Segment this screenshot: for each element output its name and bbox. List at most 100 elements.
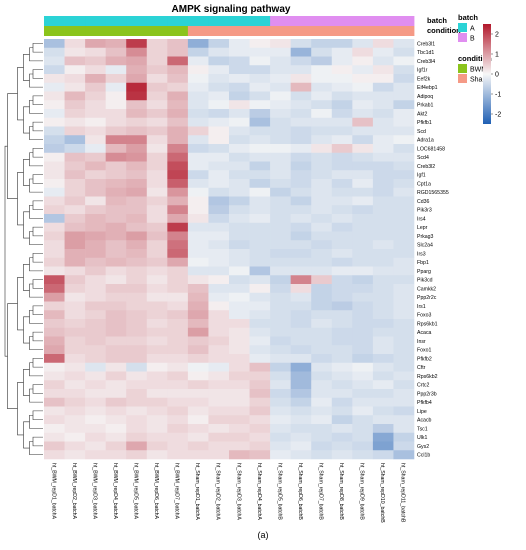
heatmap-cell [249, 117, 271, 127]
heatmap-cell [393, 100, 415, 110]
row-label: Akt2 [417, 111, 427, 117]
heatmap-cell [105, 39, 127, 49]
heatmap-cell [331, 152, 353, 162]
heatmap-cell [187, 432, 209, 442]
heatmap-cell [208, 415, 230, 425]
heatmap-cell [44, 152, 65, 162]
heatmap-cell [85, 292, 106, 302]
heatmap-cell [126, 441, 148, 451]
annotation-cell [208, 26, 230, 36]
heatmap-cell [290, 179, 312, 189]
heatmap-cell [146, 152, 168, 162]
heatmap-cell [187, 117, 209, 127]
row-label: RGD1565355 [417, 190, 449, 196]
heatmap-cell [249, 371, 271, 381]
dendrogram-branch [4, 145, 8, 357]
heatmap-cell [105, 345, 127, 355]
heatmap-cell [270, 441, 291, 451]
heatmap-cell [229, 362, 250, 372]
heatmap-cell [290, 432, 312, 442]
heatmap-cell [64, 161, 86, 171]
heatmap-cell [372, 389, 394, 399]
dendrogram-branch [29, 99, 43, 114]
annotation-cell [290, 16, 312, 26]
heatmap-cell [372, 179, 394, 189]
heatmap-cell [270, 56, 291, 66]
heatmap-cell [372, 196, 394, 206]
heatmap-cell [249, 424, 271, 434]
heatmap-cell [270, 91, 291, 101]
heatmap-cell [290, 135, 312, 145]
heatmap-cell [85, 205, 106, 215]
heatmap-cell [44, 47, 65, 57]
heatmap-cell [331, 275, 353, 285]
heatmap-cell [208, 389, 230, 399]
heatmap-cell [311, 266, 333, 276]
column-label: ht_BWM_repD2_batchA [71, 463, 77, 519]
row-label: Creb3l1 [417, 41, 435, 47]
heatmap-cell [146, 354, 168, 364]
heatmap-cell [393, 336, 415, 346]
heatmap-cell [64, 74, 86, 84]
heatmap-cell [331, 196, 353, 206]
heatmap-cell [270, 380, 291, 390]
heatmap-cell [146, 135, 168, 145]
heatmap-cell [249, 415, 271, 425]
annotation-label-condition: condition [427, 26, 461, 35]
heatmap-cell [270, 179, 291, 189]
dendrogram-branch [17, 277, 24, 331]
heatmap-cell [290, 257, 312, 267]
annotation-cell [249, 16, 271, 26]
annotation-cell [372, 16, 394, 26]
column-label: ht_Sham_repD3_batchA [235, 463, 241, 520]
heatmap-cell [105, 292, 127, 302]
dendrogram-branch [29, 283, 43, 298]
heatmap-cell [146, 126, 168, 136]
heatmap-cell [311, 415, 333, 425]
heatmap-cell [85, 432, 106, 442]
heatmap-cell [208, 292, 230, 302]
heatmap-cell [146, 301, 168, 311]
heatmap-cell [208, 310, 230, 320]
heatmap-cell [372, 144, 394, 154]
heatmap-cell [85, 336, 106, 346]
heatmap-cell [146, 240, 168, 250]
heatmap-cell [229, 389, 250, 399]
dendrogram-branch [32, 384, 43, 394]
dendrogram-branch [29, 204, 43, 219]
heatmap-cell [249, 205, 271, 215]
heatmap-cell [372, 301, 394, 311]
heatmap-cell [270, 450, 291, 460]
heatmap-cell [85, 362, 106, 372]
heatmap-cell [105, 424, 127, 434]
heatmap-cell [331, 117, 353, 127]
heatmap-cell [249, 319, 271, 329]
heatmap-cell [331, 39, 353, 49]
heatmap-cell [249, 266, 271, 276]
heatmap-cell [229, 327, 250, 337]
row-label: LOC681458 [417, 146, 445, 152]
column-label: ht_BWM_repD6_batchA [153, 463, 159, 519]
heatmap-cell [352, 275, 374, 285]
heatmap-cell [229, 310, 250, 320]
row-label: Rps6kb1 [417, 321, 438, 327]
column-label: ht_Sham_repD9_batchB [359, 463, 365, 520]
heatmap-cell [105, 109, 127, 119]
heatmap-cell [167, 327, 189, 337]
heatmap-cell [393, 275, 415, 285]
heatmap-cell [187, 371, 209, 381]
heatmap-cell [126, 275, 148, 285]
heatmap-cell [290, 109, 312, 119]
heatmap-cell [249, 450, 271, 460]
annotation-cell [270, 26, 292, 36]
heatmap-cell [146, 109, 168, 119]
heatmap-cell [44, 214, 65, 224]
heatmap-cell [64, 214, 86, 224]
heatmap-cell [85, 257, 106, 267]
column-label: ht_Sham_repD1_batchA [194, 463, 200, 520]
heatmap-cell [167, 336, 189, 346]
heatmap-cell [331, 82, 353, 92]
heatmap-cell [290, 240, 312, 250]
heatmap-cell [229, 152, 250, 162]
heatmap-cell [44, 161, 65, 171]
